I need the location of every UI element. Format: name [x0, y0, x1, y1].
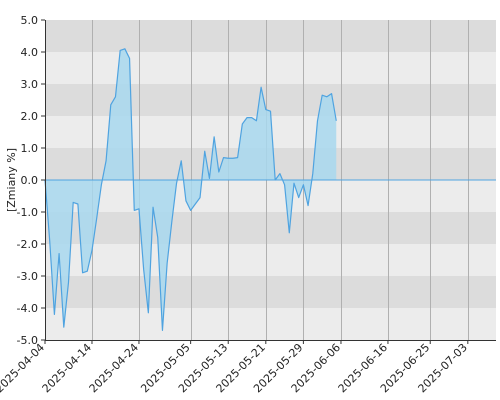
y-tick-label: 3.0	[21, 78, 39, 91]
plot-band	[45, 244, 496, 276]
y-axis-title: [Zmiany %]	[5, 148, 18, 212]
data-area	[44, 48, 496, 331]
y-tick-label: 4.0	[21, 46, 39, 59]
y-tick-label: 5.0	[21, 14, 39, 27]
y-tick-label: 2.0	[21, 110, 39, 123]
y-tick-label: -3.0	[17, 270, 38, 283]
plot-band	[45, 180, 496, 212]
x-tick-label: 2025-04-14	[40, 341, 94, 395]
series-area-fill	[45, 48, 337, 331]
plot-band	[45, 20, 496, 52]
axes	[45, 20, 496, 341]
x-tick-label: 2025-04-24	[87, 341, 141, 395]
y-tick-label: 1.0	[21, 142, 39, 155]
y-tick-label: -4.0	[17, 302, 38, 315]
plot-band	[45, 52, 496, 84]
y-tick-label: 0.0	[21, 174, 39, 187]
plot-band	[45, 276, 496, 308]
plot-band	[45, 308, 496, 340]
y-tick-label: -5.0	[17, 334, 38, 347]
plot-band	[45, 212, 496, 244]
y-axis-ticks: 5.0 4.0 3.0 2.0 1.0 0.0 -1.0 -2.0 -3.0 -4.0 -5.0	[17, 14, 45, 347]
y-tick-label: -2.0	[17, 238, 38, 251]
y-tick-label: -1.0	[17, 206, 38, 219]
series-line	[44, 48, 337, 331]
x-axis-ticks: 2025-04-042025-04-142025-04-242025-05-05…	[0, 340, 470, 395]
